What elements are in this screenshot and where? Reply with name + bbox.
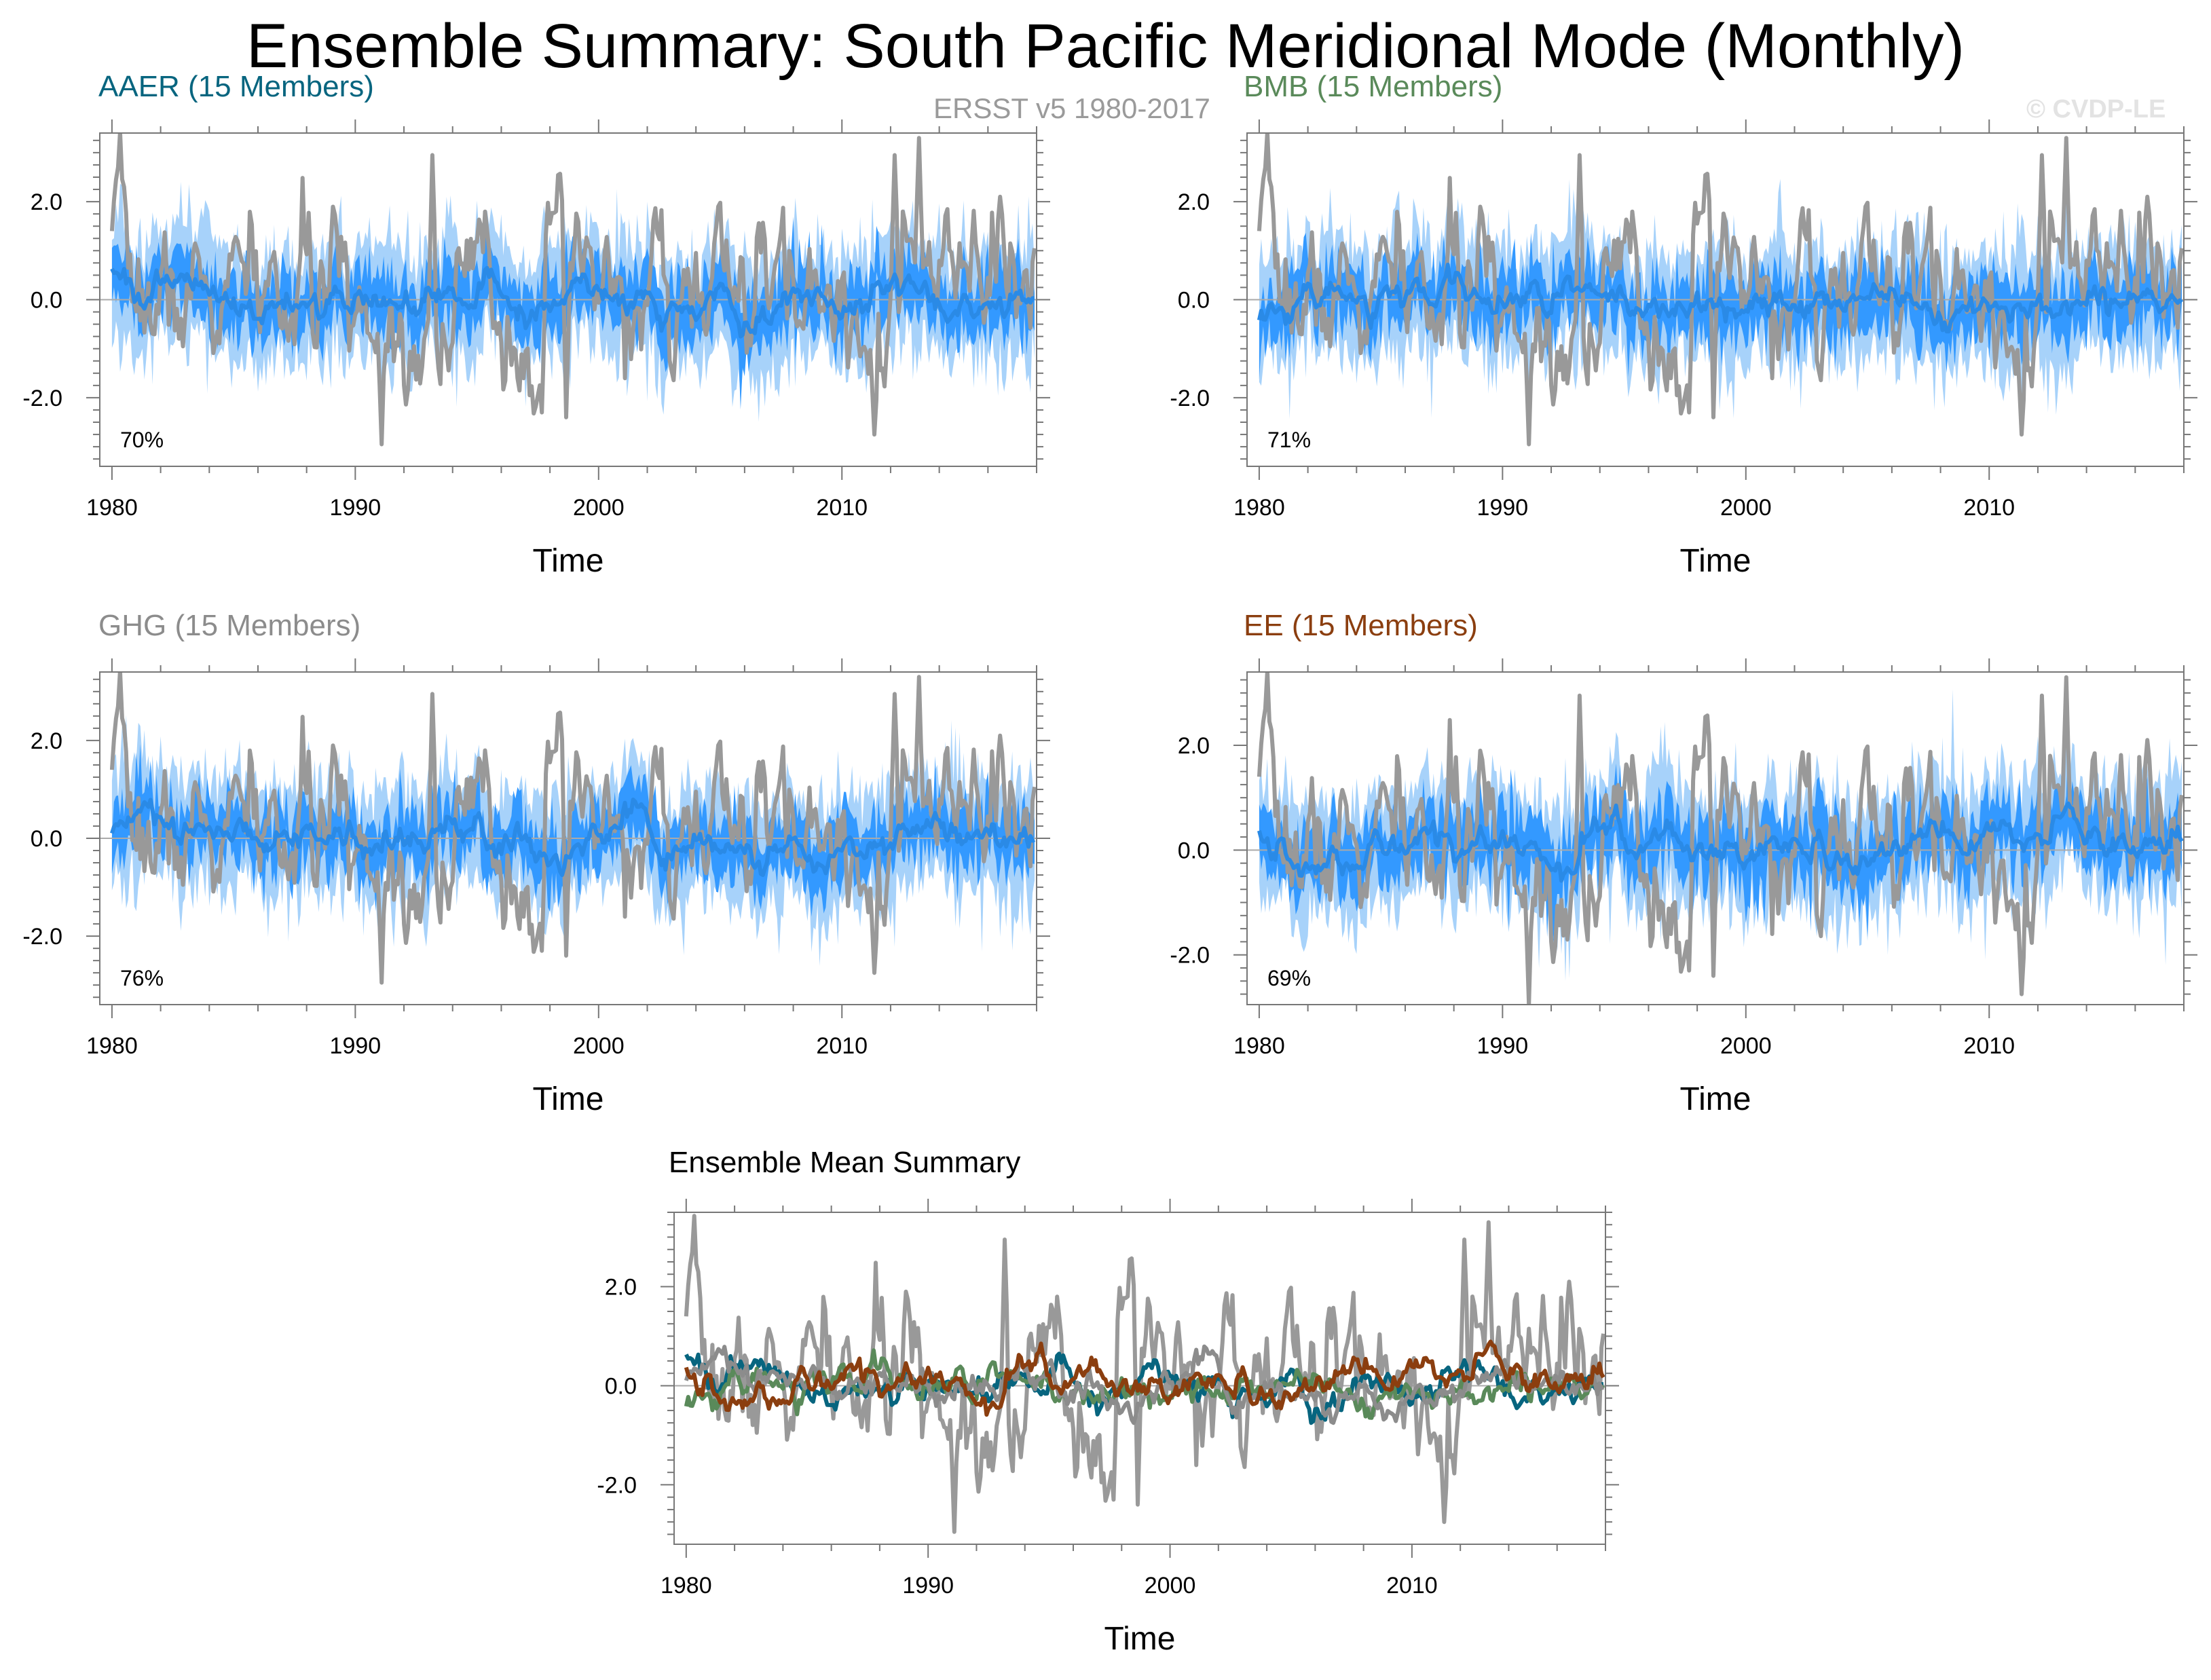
y-tick-label: 0.0	[31, 288, 62, 314]
spread-band-outer	[111, 181, 1035, 422]
plot-area	[1247, 133, 2184, 447]
x-tick-label: 2010	[1386, 1573, 1438, 1599]
watermark: © CVDP-LE	[2026, 95, 2166, 124]
x-tick-label: 1990	[330, 495, 382, 521]
spread-band-inner	[1259, 737, 2182, 945]
x-tick-label: 2000	[1720, 495, 1772, 521]
x-tick-label: 1980	[86, 1033, 138, 1059]
plot-area	[100, 672, 1037, 985]
x-tick-label: 2010	[816, 1033, 868, 1059]
x-axis-label: Time	[1680, 1081, 1751, 1117]
plot-area	[1247, 672, 2184, 1005]
x-tick-label: 1980	[661, 1573, 712, 1599]
panel-aaer: -2.0 0.0 2.0 1980 1990 2000 2010 Time AAER (15 M…	[22, 70, 1050, 579]
y-tick-label: -2.0	[1170, 386, 1210, 411]
x-tick-label: 1990	[330, 1033, 382, 1059]
plot-area	[100, 133, 1037, 447]
figure-subtitle: ERSST v5 1980-2017	[933, 92, 1210, 124]
y-tick-label: -2.0	[22, 386, 62, 411]
y-tick-label: 0.0	[1178, 288, 1210, 314]
observations-line	[1257, 672, 2184, 1005]
x-tick-label: 2010	[816, 495, 868, 521]
x-tick-label: 2010	[1963, 1033, 2015, 1059]
x-tick-label: 1990	[1477, 1033, 1529, 1059]
ensemble-mean-line	[1257, 263, 2184, 334]
ghg-mean-line	[684, 1344, 1605, 1425]
panel-ghg: -2.0 0.0 2.0 1980 1990 2000 2010 Time GHG (15 Me…	[22, 609, 1050, 1117]
x-tick-label: 1990	[1477, 495, 1529, 521]
x-tick-label: 2000	[1145, 1573, 1196, 1599]
spread-band-inner	[111, 744, 1035, 917]
y-tick-label: -2.0	[1170, 943, 1210, 969]
panel-ensemble-mean: -2.0 0.0 2.0 1980 1990 2000 2010 Time Ensemble M…	[597, 1146, 1619, 1657]
observations-line	[109, 133, 1037, 447]
y-tick-label: -2.0	[22, 924, 62, 950]
y-tick-label: 2.0	[31, 189, 62, 215]
x-tick-label: 2010	[1963, 495, 2015, 521]
x-tick-label: 1980	[1233, 1033, 1285, 1059]
ensemble-mean-line	[110, 798, 1036, 877]
plot-frame	[673, 1212, 1606, 1545]
x-axis-label: Time	[533, 543, 604, 579]
y-tick-label: 0.0	[605, 1373, 637, 1399]
panel-title: Ensemble Mean Summary	[669, 1146, 1020, 1179]
x-tick-label: 1980	[1233, 495, 1285, 521]
x-axis-label: Time	[1680, 543, 1751, 579]
y-tick-label: -2.0	[597, 1472, 637, 1498]
ensemble-mean-line	[110, 265, 1035, 339]
y-tick-label: 2.0	[1178, 189, 1210, 215]
x-tick-label: 2000	[573, 495, 625, 521]
y-tick-label: 2.0	[31, 728, 62, 754]
x-tick-label: 1990	[902, 1573, 954, 1599]
x-axis-label: Time	[533, 1081, 604, 1117]
y-tick-label: 0.0	[1178, 838, 1210, 863]
x-axis-label: Time	[1104, 1621, 1176, 1657]
y-tick-label: 0.0	[31, 826, 62, 852]
percent-annotation: 70%	[120, 428, 164, 452]
panel-title: GHG (15 Members)	[98, 609, 360, 642]
ensemble-mean-line	[1257, 801, 2184, 883]
y-tick-label: 2.0	[605, 1274, 637, 1300]
x-tick-label: 2000	[1720, 1033, 1772, 1059]
y-tick-label: 2.0	[1178, 733, 1210, 759]
observations-line	[109, 672, 1037, 985]
panel-title: EE (15 Members)	[1244, 609, 1478, 642]
plot-frame	[1246, 671, 2185, 1005]
panel-title: AAER (15 Members)	[98, 70, 374, 103]
panel-ee: -2.0 0.0 2.0 1980 1990 2000 2010 Time EE (15 Mem…	[1170, 609, 2197, 1117]
percent-annotation: 76%	[120, 966, 164, 990]
x-tick-label: 2000	[573, 1033, 625, 1059]
figure-title: Ensemble Summary: South Pacific Meridion…	[246, 12, 1965, 81]
percent-annotation: 71%	[1267, 428, 1311, 452]
ee-mean-line	[684, 1339, 1605, 1417]
panel-title: BMB (15 Members)	[1244, 70, 1502, 103]
x-tick-label: 1980	[86, 495, 138, 521]
plot-area	[674, 1214, 1605, 1534]
percent-annotation: 69%	[1267, 966, 1311, 990]
panel-bmb: -2.0 0.0 2.0 1980 1990 2000 2010 Time BMB (15 Me…	[1170, 70, 2197, 579]
